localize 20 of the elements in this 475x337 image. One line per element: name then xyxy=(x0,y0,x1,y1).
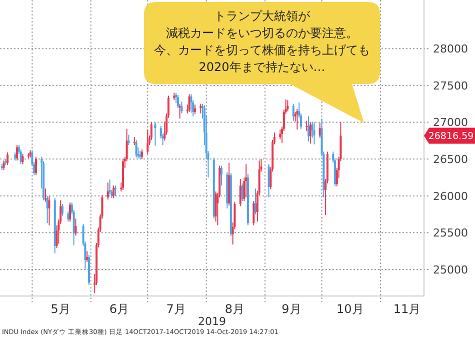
x-tick-label: 7月 xyxy=(166,302,186,316)
annotation: 2020年まで持たない… xyxy=(198,60,326,74)
x-tick-label: 6月 xyxy=(109,302,130,316)
annotation: トランプ大統領が xyxy=(214,9,311,23)
x-tick-label: 11月 xyxy=(393,302,421,316)
x-tick-label: 8月 xyxy=(224,302,245,316)
annotation: 今、カードを切って株価を持ち上げても xyxy=(154,43,370,57)
y-tick-label: 27000 xyxy=(433,116,468,130)
x-tick-label: 10月 xyxy=(336,302,364,316)
y-tick-label: 25000 xyxy=(433,263,468,276)
y-tick-label: 28000 xyxy=(433,42,468,56)
y-tick-label: 26000 xyxy=(433,190,468,203)
y-tick-label: 25500 xyxy=(433,226,468,240)
x-axis-title: 2019 xyxy=(198,315,226,328)
price-tag: 26816.59 xyxy=(424,128,475,144)
x-tick-label: 9月 xyxy=(282,302,302,316)
x-tick-label: 5月 xyxy=(50,302,70,316)
y-tick-label: 26500 xyxy=(433,153,468,166)
annotation: 減税カードをいつ切るのか要注意。 xyxy=(166,26,358,40)
y-tick-label: 27500 xyxy=(433,79,468,92)
